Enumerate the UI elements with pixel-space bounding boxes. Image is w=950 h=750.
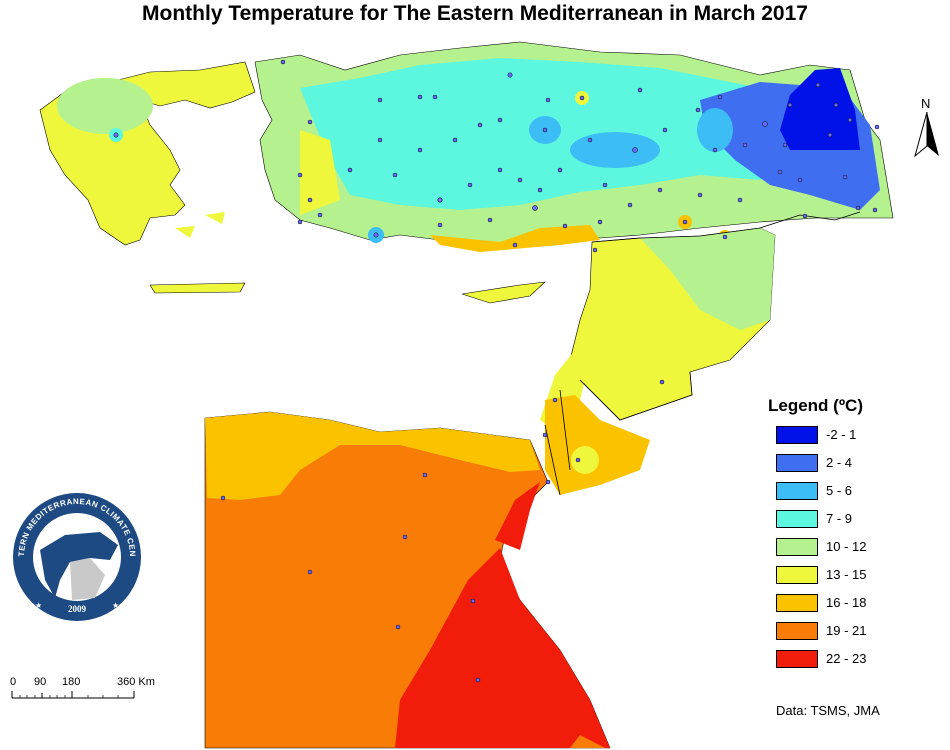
legend-item: 10 - 12 bbox=[768, 536, 938, 564]
legend-label: 19 - 21 bbox=[826, 623, 867, 638]
legend-label: 22 - 23 bbox=[826, 651, 867, 666]
legend-item: 2 - 4 bbox=[768, 452, 938, 480]
cyprus-region bbox=[461, 281, 546, 304]
legend-label: 5 - 6 bbox=[826, 483, 853, 498]
legend-label: 16 - 18 bbox=[826, 595, 867, 610]
scale-tick-label: 0 bbox=[10, 676, 17, 688]
scale-bar: 0 90 180 360 Km bbox=[10, 676, 160, 706]
turkey-region bbox=[254, 41, 894, 252]
legend-swatch bbox=[776, 454, 818, 472]
legend-title: Legend (ºC) bbox=[768, 396, 863, 415]
legend-swatch bbox=[776, 482, 818, 500]
legend-label: 7 - 9 bbox=[826, 511, 853, 526]
scale-tick-label: 90 bbox=[34, 676, 47, 688]
legend-swatch bbox=[776, 426, 818, 444]
data-source-credit: Data: TSMS, JMA bbox=[776, 703, 880, 718]
legend-label: 10 - 12 bbox=[826, 539, 867, 554]
legend-swatch bbox=[776, 566, 818, 584]
legend-swatch bbox=[776, 510, 818, 528]
legend-swatch bbox=[776, 538, 818, 556]
emcc-logo: 2009 ★ ★ EASTERN MEDITERRANEAN CLIMATE C… bbox=[7, 483, 144, 624]
legend-item: 16 - 18 bbox=[768, 592, 938, 620]
svg-text:★: ★ bbox=[35, 601, 42, 610]
egypt-region bbox=[204, 411, 611, 749]
levant-region bbox=[540, 227, 776, 495]
logo-year: 2009 bbox=[68, 604, 87, 614]
weather-stations bbox=[113, 59, 880, 683]
legend-label: -2 - 1 bbox=[826, 427, 857, 442]
scale-bar-graphic bbox=[11, 691, 135, 699]
legend-swatch bbox=[776, 594, 818, 612]
scale-tick-label: 360 Km bbox=[117, 676, 155, 688]
country-borders bbox=[544, 211, 861, 496]
legend-label: 13 - 15 bbox=[826, 567, 867, 582]
north-arrow-icon: N bbox=[912, 96, 942, 162]
legend-item: 7 - 9 bbox=[768, 508, 938, 536]
greece-region bbox=[39, 61, 256, 294]
north-label: N bbox=[921, 96, 931, 111]
svg-text:★: ★ bbox=[112, 601, 119, 610]
legend-item: 19 - 21 bbox=[768, 620, 938, 648]
legend-item: -2 - 1 bbox=[768, 424, 938, 452]
legend-item: 5 - 6 bbox=[768, 480, 938, 508]
map-title: Monthly Temperature for The Eastern Medi… bbox=[142, 2, 808, 25]
legend-swatch bbox=[776, 622, 818, 640]
legend-swatch bbox=[776, 650, 818, 668]
scale-tick-label: 180 bbox=[62, 676, 81, 688]
legend-item: 13 - 15 bbox=[768, 564, 938, 592]
legend: Legend (ºC) -2 - 1 2 - 4 5 - 6 7 - 9 10 - 12… bbox=[768, 396, 938, 676]
legend-item: 22 - 23 bbox=[768, 648, 938, 676]
legend-label: 2 - 4 bbox=[826, 455, 853, 470]
